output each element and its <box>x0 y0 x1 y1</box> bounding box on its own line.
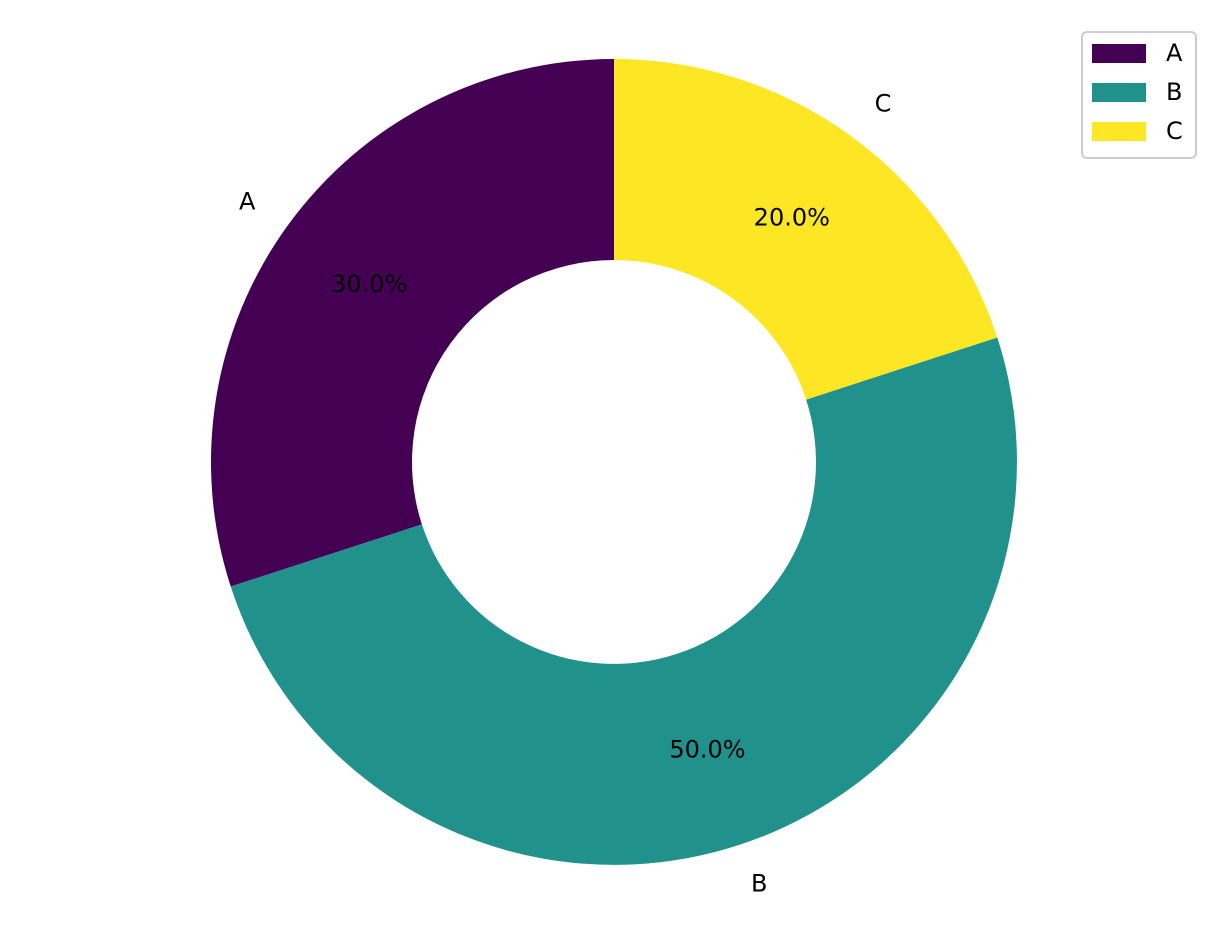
category-labels-group: A B C <box>239 89 891 897</box>
legend: ABC <box>1081 31 1197 159</box>
slice-a <box>210 59 614 587</box>
slice-c <box>614 59 998 400</box>
legend-items: ABC <box>1092 39 1183 145</box>
legend-label-a: A <box>1166 39 1183 67</box>
category-label-a: A <box>239 187 256 215</box>
percent-labels-group: 30.0% 50.0% 20.0% <box>331 203 830 763</box>
percent-label-b: 50.0% <box>669 736 745 764</box>
percent-label-a: 30.0% <box>331 270 407 298</box>
legend-label-c: C <box>1166 117 1183 145</box>
category-label-c: C <box>875 89 892 117</box>
legend-swatch-a <box>1092 44 1146 63</box>
category-label-b: B <box>751 870 767 898</box>
legend-swatch-c <box>1092 122 1146 141</box>
slices-group <box>210 59 1017 865</box>
percent-label-c: 20.0% <box>754 203 830 231</box>
legend-label-b: B <box>1166 78 1182 106</box>
slice-b <box>230 337 1017 865</box>
legend-swatch-b <box>1092 83 1146 102</box>
